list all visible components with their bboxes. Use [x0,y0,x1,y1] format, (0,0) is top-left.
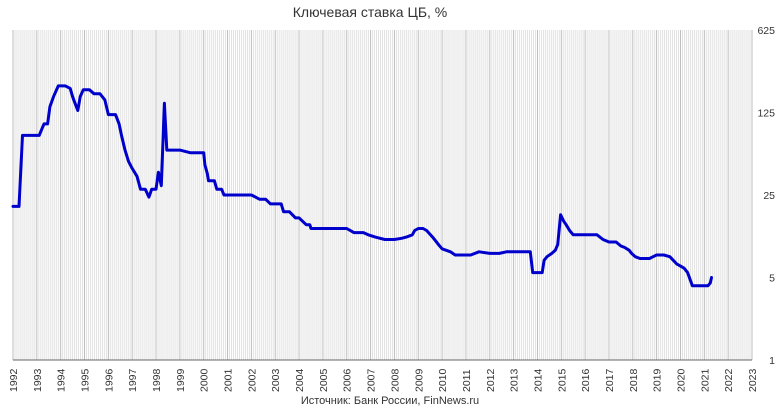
x-tick-label: 2001 [223,368,235,392]
y-axis-ticks: 1 5 25 125 625 [757,25,775,367]
x-tick-label: 1999 [175,368,187,392]
x-tick-label: 1994 [56,368,68,392]
x-tick-label: 1992 [8,368,20,392]
x-tick-label: 2006 [342,368,354,392]
x-tick-label: 1998 [151,368,163,392]
y-tick-label: 625 [757,25,775,37]
source-note: Источник: Банк России, FinNews.ru [301,395,479,407]
x-tick-label: 2016 [580,368,592,392]
series-group [11,84,713,288]
x-tick-label: 1997 [127,368,139,392]
x-tick-label: 2008 [389,368,401,392]
x-tick-label: 2011 [461,369,473,392]
x-axis-ticks: 1992 1993 1994 1995 1996 1997 1998 1999 2000 2001… [8,368,759,392]
grid-lines [12,30,753,360]
x-tick-label: 2013 [509,368,521,392]
chart-title: Ключевая ставка ЦБ, % [293,4,448,20]
x-tick-label: 2019 [652,368,664,392]
x-tick-label: 2020 [675,368,687,392]
x-tick-label: 2003 [270,368,282,392]
y-tick-label: 25 [763,190,775,202]
x-tick-label: 2005 [318,368,330,392]
x-tick-label: 2023 [747,368,759,392]
x-tick-label: 2022 [723,368,735,392]
x-tick-label: 1996 [103,368,115,392]
x-tick-label: 2002 [246,368,258,392]
x-tick-label: 2004 [294,368,306,392]
x-tick-label: 2017 [604,368,616,392]
x-tick-label: 2007 [366,368,378,392]
x-tick-label: 2021 [699,368,711,392]
y-tick-label: 5 [769,273,775,285]
x-tick-label: 2018 [628,368,640,392]
x-tick-label: 1993 [32,368,44,392]
y-tick-label: 125 [757,108,775,120]
x-tick-label: 2000 [199,368,211,392]
x-tick-label: 2009 [413,368,425,392]
x-tick-label: 2014 [532,368,544,392]
x-tick-label: 2010 [437,368,449,392]
x-tick-label: 1995 [80,368,92,392]
y-tick-label: 1 [769,355,775,367]
series-line [11,84,713,288]
x-tick-label: 2015 [556,368,568,392]
x-tick-label: 2012 [485,368,497,392]
